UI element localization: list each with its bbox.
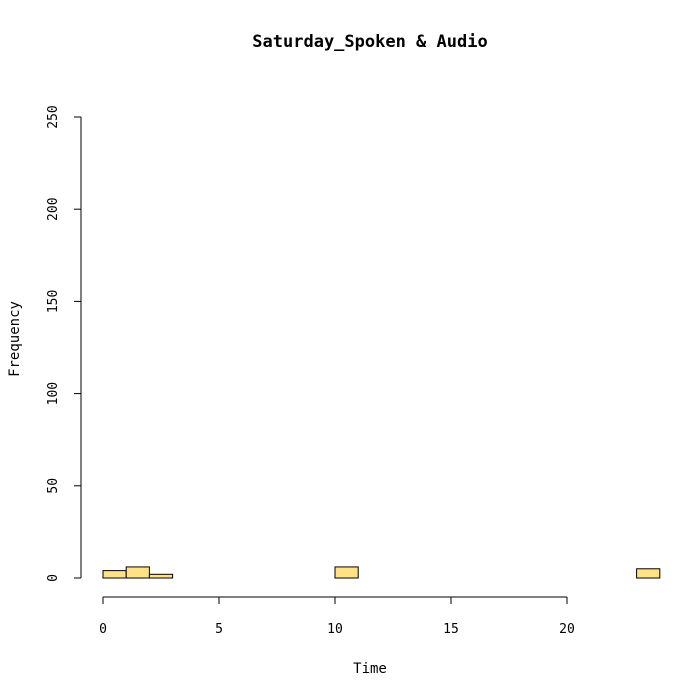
chart-title: Saturday_Spoken & Audio — [252, 32, 487, 52]
x-tick-label: 10 — [327, 622, 343, 637]
y-tick-label: 150 — [46, 290, 61, 313]
y-tick-label: 100 — [46, 382, 61, 405]
histogram-bar — [636, 568, 661, 579]
bars-group — [102, 566, 661, 579]
y-tick-label: 50 — [46, 478, 61, 494]
y-tick-label: 200 — [46, 197, 61, 220]
histogram-bar — [125, 566, 150, 579]
x-tick-label: 15 — [443, 622, 459, 637]
x-tick-label: 0 — [99, 622, 107, 637]
histogram-bar — [148, 573, 174, 579]
y-axis: 0 50 100 150 200 250 — [46, 105, 82, 582]
y-tick-label: 0 — [46, 574, 61, 582]
x-axis: 0 5 10 15 20 — [99, 596, 575, 637]
y-tick-label: 250 — [46, 105, 61, 128]
y-axis-label: Frequency — [7, 301, 23, 377]
x-axis-label: Time — [353, 661, 387, 677]
histogram-bar — [334, 566, 359, 579]
x-tick-label: 5 — [215, 622, 223, 637]
histogram-bar — [102, 570, 127, 579]
x-tick-label: 20 — [559, 622, 575, 637]
